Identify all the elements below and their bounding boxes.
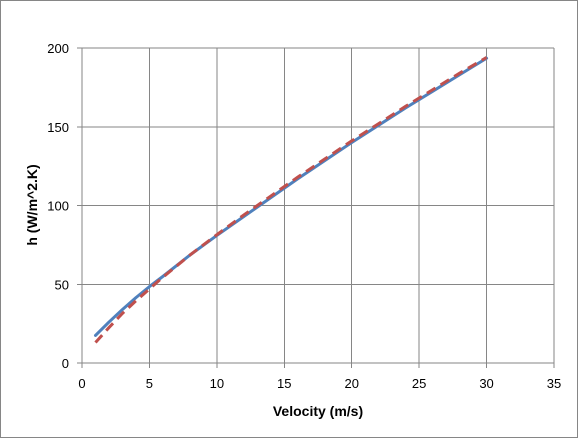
series-line-dashed <box>94 56 488 344</box>
gridlines <box>82 47 555 363</box>
x-tick-label: 15 <box>277 376 291 391</box>
x-tick-label: 20 <box>344 376 358 391</box>
x-axis-title: Velocity (m/s) <box>273 403 363 419</box>
x-tick-label: 25 <box>412 376 426 391</box>
y-tick-label: 200 <box>47 41 69 56</box>
y-tick-label: 50 <box>55 277 69 292</box>
tick-labels: 0 5 10 15 20 25 30 35 0 50 100 150 200 <box>47 41 561 391</box>
y-tick-label: 150 <box>47 120 69 135</box>
series-line-solid <box>93 56 489 337</box>
y-tick-label: 100 <box>47 199 69 214</box>
x-tick-label: 35 <box>547 376 561 391</box>
x-tick-label: 0 <box>78 376 85 391</box>
series-group <box>93 56 489 344</box>
axes <box>77 47 555 368</box>
y-tick-label: 0 <box>62 356 69 371</box>
x-tick-label: 5 <box>146 376 153 391</box>
x-tick-label: 10 <box>210 376 224 391</box>
y-axis-title: h (W/m^2.K) <box>24 164 40 245</box>
x-tick-label: 30 <box>479 376 493 391</box>
